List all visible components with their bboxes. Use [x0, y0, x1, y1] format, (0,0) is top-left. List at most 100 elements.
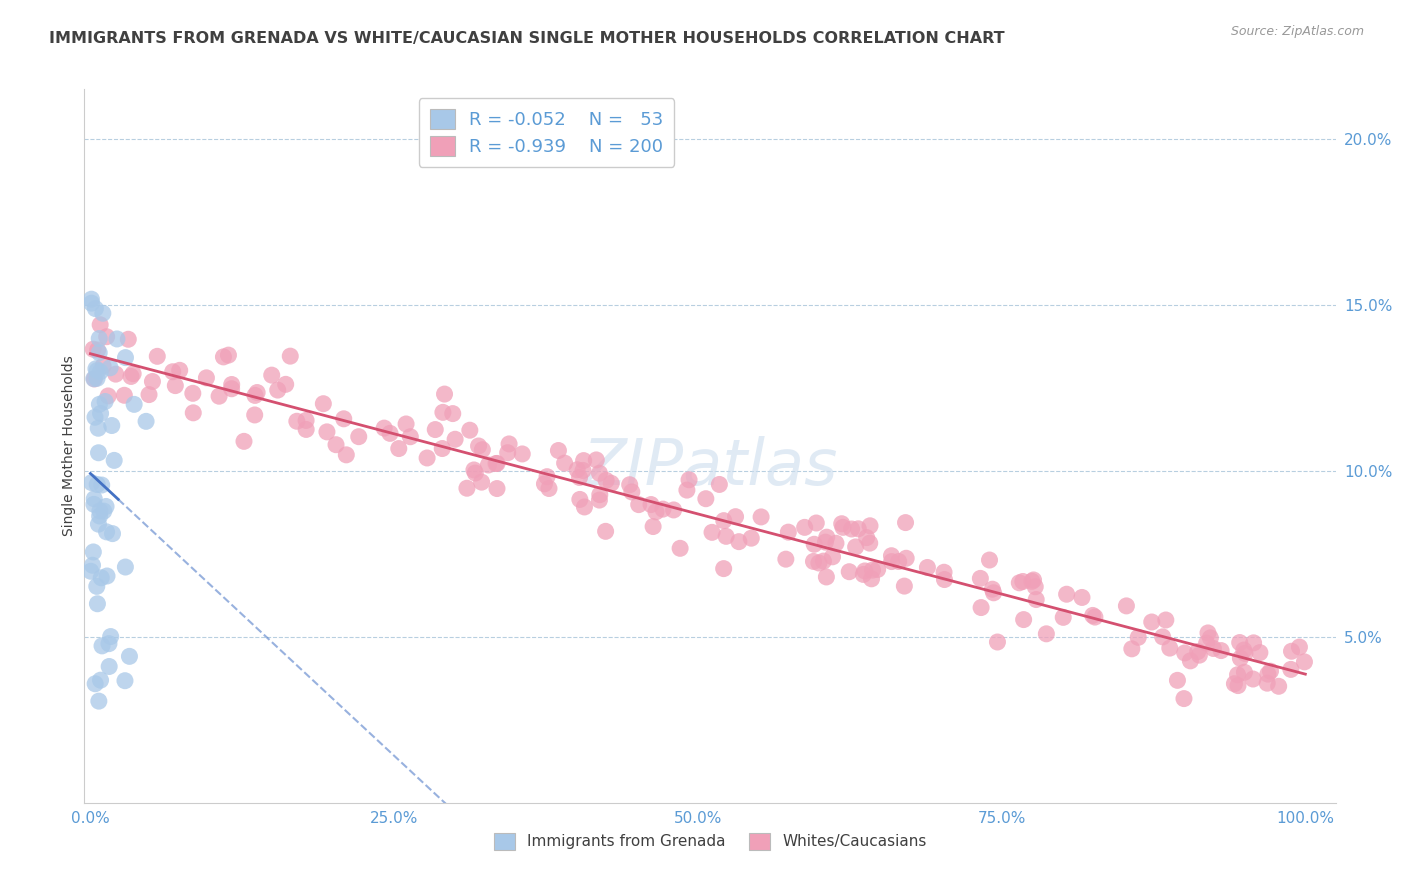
Point: [749, 510, 772, 524]
Point: [471, 442, 494, 457]
Point: [620, 485, 643, 500]
Point: [86, 597, 108, 611]
Point: [1024, 580, 1046, 594]
Point: [96, 329, 118, 343]
Point: [709, 477, 731, 491]
Point: [1229, 651, 1251, 665]
Point: [260, 368, 283, 383]
Point: [595, 474, 617, 488]
Point: [91, 639, 114, 653]
Point: [441, 407, 464, 421]
Point: [859, 518, 882, 533]
Point: [274, 377, 297, 392]
Point: [103, 453, 125, 467]
Point: [295, 422, 318, 436]
Point: [775, 552, 797, 566]
Point: [713, 514, 735, 528]
Point: [1288, 640, 1310, 654]
Point: [568, 470, 591, 484]
Point: [89, 504, 111, 518]
Point: [91, 306, 114, 320]
Point: [195, 371, 218, 385]
Point: [464, 466, 486, 480]
Point: [86, 343, 108, 357]
Point: [860, 572, 883, 586]
Point: [1195, 636, 1218, 650]
Point: [416, 450, 439, 465]
Point: [97, 389, 120, 403]
Point: [82, 558, 104, 573]
Point: [267, 383, 290, 397]
Point: [433, 387, 456, 401]
Point: [1174, 646, 1197, 660]
Point: [120, 369, 142, 384]
Point: [803, 554, 825, 568]
Point: [96, 524, 118, 539]
Point: [162, 365, 184, 379]
Point: [80, 292, 103, 306]
Point: [335, 448, 357, 462]
Point: [554, 456, 576, 470]
Point: [724, 509, 747, 524]
Point: [117, 332, 139, 346]
Point: [212, 350, 235, 364]
Point: [1294, 655, 1316, 669]
Point: [1011, 574, 1033, 589]
Point: [1121, 641, 1143, 656]
Point: [399, 430, 422, 444]
Point: [1233, 643, 1256, 657]
Point: [89, 345, 111, 359]
Point: [841, 522, 863, 536]
Point: [1173, 691, 1195, 706]
Point: [831, 516, 853, 531]
Point: [122, 397, 145, 411]
Point: [83, 491, 105, 506]
Point: [101, 526, 124, 541]
Point: [181, 386, 204, 401]
Point: [316, 425, 339, 439]
Point: [986, 635, 1008, 649]
Point: [1187, 644, 1209, 658]
Point: [1257, 667, 1279, 681]
Point: [395, 417, 418, 431]
Point: [122, 367, 145, 381]
Point: [87, 446, 110, 460]
Point: [855, 531, 877, 545]
Point: [859, 536, 882, 550]
Point: [880, 555, 903, 569]
Point: [1267, 679, 1289, 693]
Point: [806, 516, 828, 530]
Point: [84, 361, 107, 376]
Point: [432, 405, 454, 419]
Point: [98, 360, 121, 375]
Point: [572, 453, 595, 467]
Point: [485, 457, 508, 471]
Point: [496, 446, 519, 460]
Point: [97, 637, 120, 651]
Legend: Immigrants from Grenada, Whites/Caucasians: Immigrants from Grenada, Whites/Caucasia…: [488, 827, 932, 855]
Point: [740, 531, 762, 545]
Point: [893, 579, 915, 593]
Point: [1071, 591, 1094, 605]
Point: [1025, 592, 1047, 607]
Point: [565, 463, 588, 477]
Point: [825, 536, 848, 550]
Point: [373, 421, 395, 435]
Point: [981, 582, 1004, 597]
Point: [979, 553, 1001, 567]
Point: [1241, 672, 1264, 686]
Point: [83, 372, 105, 386]
Point: [89, 332, 111, 346]
Point: [896, 551, 918, 566]
Point: [821, 549, 844, 564]
Point: [135, 414, 157, 428]
Point: [713, 561, 735, 575]
Point: [853, 564, 876, 578]
Point: [845, 540, 868, 554]
Point: [86, 477, 108, 491]
Point: [91, 359, 114, 373]
Point: [138, 387, 160, 401]
Point: [485, 482, 508, 496]
Point: [1188, 648, 1211, 662]
Point: [114, 673, 136, 688]
